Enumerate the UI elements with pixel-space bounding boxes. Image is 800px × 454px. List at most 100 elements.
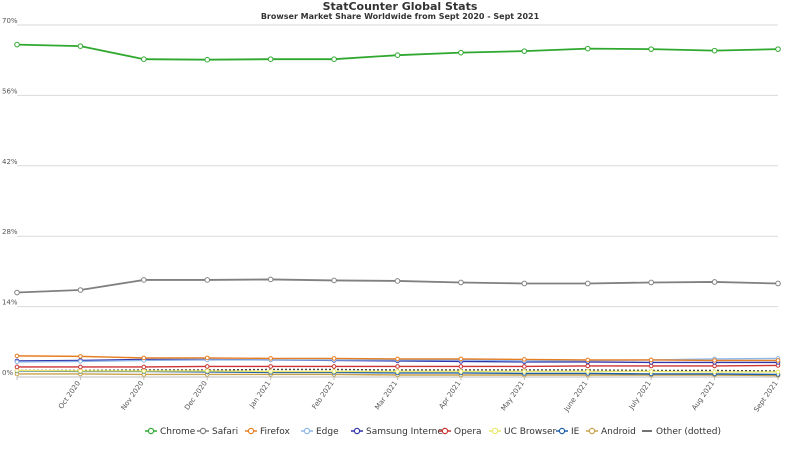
data-point[interactable] <box>78 354 83 359</box>
data-point[interactable] <box>14 353 20 359</box>
data-point[interactable] <box>458 369 464 374</box>
data-point[interactable] <box>522 369 527 374</box>
data-point[interactable] <box>14 359 20 365</box>
data-point[interactable] <box>648 46 654 52</box>
data-point[interactable] <box>394 52 401 58</box>
legend: Chrome Safari Firefox Edge Samsung Internet O… <box>145 427 721 437</box>
legend-label: Opera <box>454 427 482 437</box>
data-point[interactable] <box>141 56 147 62</box>
legend-item[interactable]: Samsung Internet <box>351 427 447 437</box>
data-point[interactable] <box>584 45 591 52</box>
data-point[interactable] <box>78 368 83 374</box>
data-point[interactable] <box>775 369 781 375</box>
data-point[interactable] <box>331 369 337 374</box>
legend-item[interactable]: Other (dotted) <box>642 427 721 437</box>
x-tick-label: Sept 2021 <box>752 380 779 414</box>
x-axis: Oct 2020 Nov 2020 Dec 2020 Jan 2021 Feb 2021… <box>16 377 780 414</box>
data-point[interactable] <box>585 363 591 369</box>
legend-item[interactable]: Android <box>586 427 636 437</box>
data-point[interactable] <box>267 56 274 62</box>
y-tick-label: 42% <box>2 158 18 166</box>
data-point[interactable] <box>395 356 400 362</box>
data-point[interactable] <box>712 369 717 375</box>
data-point[interactable] <box>648 369 654 374</box>
data-point[interactable] <box>458 279 464 286</box>
y-tick-label: 70% <box>2 17 18 25</box>
data-point[interactable] <box>775 46 781 52</box>
data-point[interactable] <box>585 369 591 374</box>
data-point[interactable] <box>522 364 527 369</box>
data-point[interactable] <box>204 364 210 369</box>
data-point[interactable] <box>522 357 527 362</box>
data-point[interactable] <box>78 359 83 364</box>
data-point[interactable] <box>394 278 401 284</box>
data-point[interactable] <box>204 56 211 63</box>
data-point[interactable] <box>331 277 337 284</box>
data-point[interactable] <box>204 355 210 361</box>
legend-label: Samsung Internet <box>366 427 447 437</box>
x-tick-label: Feb 2021 <box>311 380 336 411</box>
data-point[interactable] <box>268 369 273 374</box>
data-point[interactable] <box>648 357 654 363</box>
x-tick-label: Apr 2021 <box>438 380 463 411</box>
y-tick-label: 28% <box>2 228 18 236</box>
data-point[interactable] <box>585 357 591 363</box>
legend-label: Chrome <box>160 427 196 437</box>
data-point[interactable] <box>331 56 337 62</box>
data-point[interactable] <box>712 358 717 363</box>
data-point[interactable] <box>77 43 84 49</box>
data-point[interactable] <box>77 287 84 293</box>
x-tick-label: Jan 2021 <box>247 380 272 411</box>
data-point[interactable] <box>458 356 464 362</box>
data-point[interactable] <box>14 289 20 296</box>
x-tick-label: Mar 2021 <box>374 380 400 412</box>
series-uc-browser <box>14 368 781 375</box>
legend-item[interactable]: Edge <box>301 427 339 437</box>
data-point[interactable] <box>141 277 147 283</box>
chart-subtitle: Browser Market Share Worldwide from Sept… <box>261 12 540 21</box>
legend-label: Other (dotted) <box>656 427 721 437</box>
data-point[interactable] <box>775 358 781 363</box>
data-point[interactable] <box>458 49 464 56</box>
x-tick-label: Nov 2020 <box>120 380 146 412</box>
x-tick-label: Dec 2020 <box>183 380 209 412</box>
data-point[interactable] <box>268 364 273 369</box>
data-point[interactable] <box>331 356 337 361</box>
legend-item[interactable]: Firefox <box>245 427 290 437</box>
data-point[interactable] <box>78 364 83 370</box>
legend-label: UC Browser <box>504 427 557 437</box>
data-point[interactable] <box>331 364 337 369</box>
data-point[interactable] <box>14 364 20 370</box>
data-point[interactable] <box>204 277 211 283</box>
data-point[interactable] <box>521 48 528 54</box>
legend-item[interactable]: Opera <box>439 427 482 437</box>
data-point[interactable] <box>141 368 147 374</box>
data-point[interactable] <box>458 364 464 369</box>
series-chrome <box>14 41 781 63</box>
x-tick-label: June 2021 <box>562 380 589 414</box>
legend-item[interactable]: Safari <box>197 427 238 437</box>
legend-swatch <box>491 427 499 435</box>
data-point[interactable] <box>711 279 718 285</box>
data-point[interactable] <box>14 41 20 48</box>
data-point[interactable] <box>204 368 210 374</box>
data-point[interactable] <box>711 47 718 54</box>
legend-item[interactable]: IE <box>556 427 580 437</box>
legend-swatch <box>303 427 311 435</box>
data-point[interactable] <box>141 364 147 370</box>
data-point[interactable] <box>648 279 654 286</box>
data-point[interactable] <box>395 369 400 374</box>
data-point[interactable] <box>267 276 274 283</box>
data-point[interactable] <box>395 364 400 369</box>
legend-item[interactable]: UC Browser <box>489 427 557 437</box>
data-point[interactable] <box>775 280 781 287</box>
legend-item[interactable]: Chrome <box>145 427 196 437</box>
data-point[interactable] <box>521 280 528 287</box>
legend-swatch <box>558 427 566 435</box>
legend-label: IE <box>571 427 580 437</box>
data-point[interactable] <box>141 355 147 361</box>
data-point[interactable] <box>268 356 273 361</box>
data-point[interactable] <box>584 280 591 287</box>
